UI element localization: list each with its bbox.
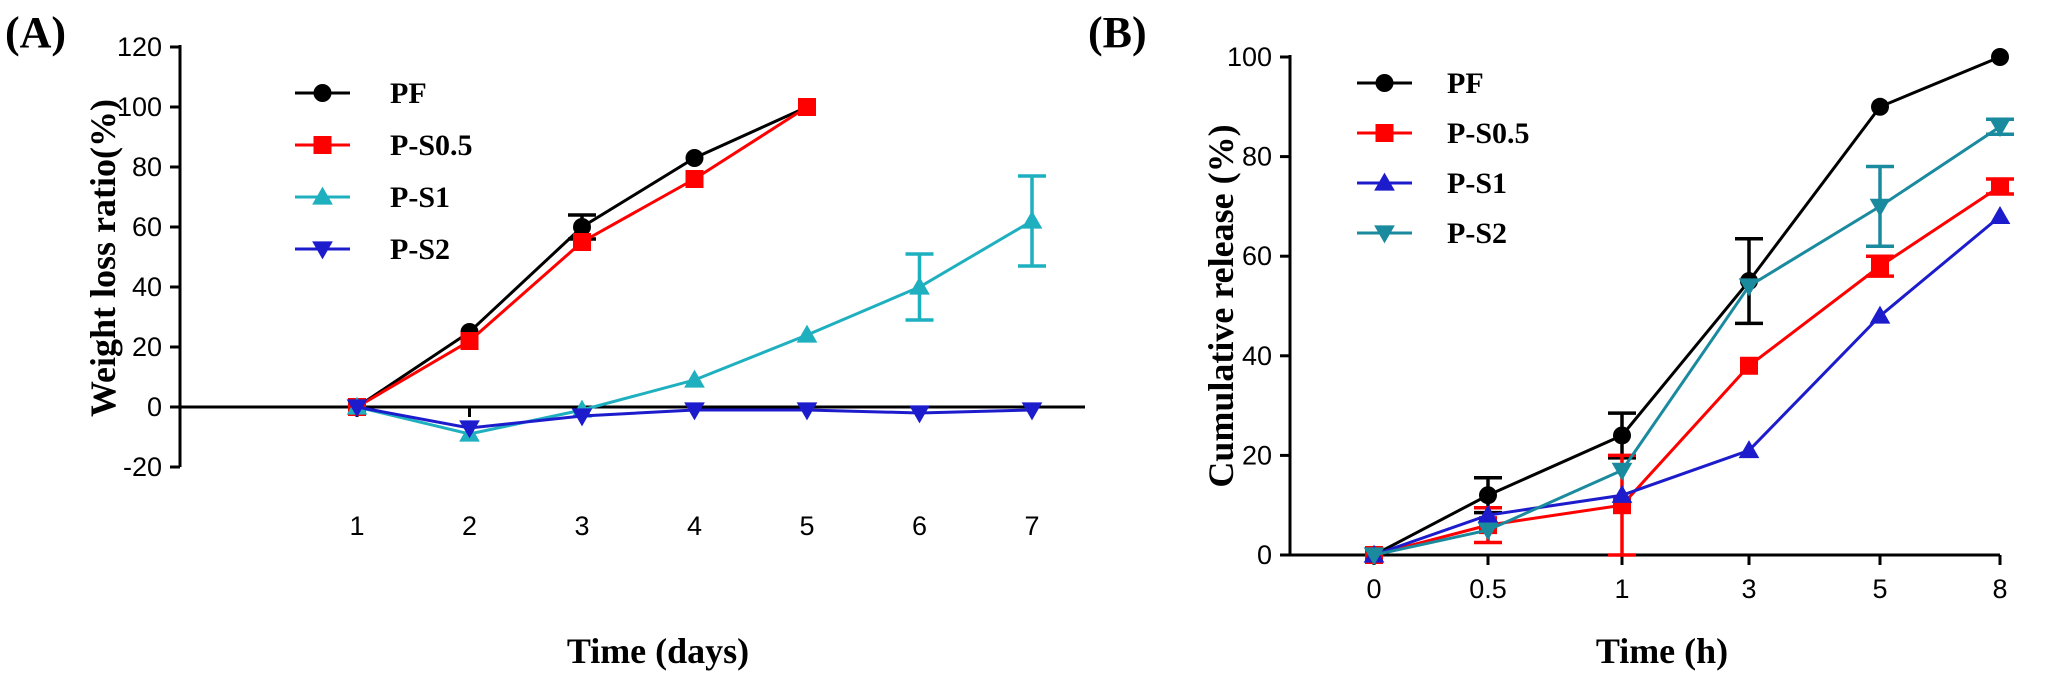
y-tick-label: 40 (132, 272, 162, 302)
legend-item: P-S1 (1357, 167, 1507, 200)
legend-label: P-S1 (1447, 167, 1507, 200)
x-tick-label: 7 (1024, 511, 1039, 541)
legend-item: P-S2 (295, 233, 450, 266)
data-point (459, 420, 480, 438)
legend-label: PF (390, 77, 427, 110)
legend-label: PF (1447, 67, 1484, 100)
x-axis-title: Time (days) (567, 631, 749, 671)
x-tick-label: 5 (1872, 574, 1887, 604)
data-point (1871, 98, 1889, 116)
data-point (1871, 257, 1889, 275)
legend-label: P-S2 (390, 233, 450, 266)
y-tick-label: -20 (123, 452, 162, 482)
series-p-s1 (347, 176, 1046, 442)
x-tick-label: 1 (349, 511, 364, 541)
y-tick-label: 0 (147, 392, 162, 422)
data-point (909, 405, 930, 423)
legend-marker (1376, 74, 1394, 92)
y-tick-label: 100 (1227, 42, 1272, 72)
data-point (1613, 426, 1631, 444)
legend-item: P-S0.5 (1357, 117, 1530, 150)
data-point (1022, 211, 1043, 229)
x-tick-label: 4 (687, 511, 702, 541)
legend-item: P-S1 (295, 181, 450, 214)
y-tick-label: 20 (1242, 440, 1272, 470)
data-point (797, 325, 818, 343)
data-point (573, 233, 591, 251)
y-tick-label: 80 (132, 152, 162, 182)
x-tick-label: 0.5 (1469, 574, 1507, 604)
y-tick-label: 100 (117, 92, 162, 122)
data-point (686, 149, 704, 167)
legend-marker (1376, 124, 1394, 142)
y-axis-title: Weight loss ratio(%) (83, 99, 123, 417)
data-point (909, 277, 930, 295)
x-tick-label: 1 (1614, 574, 1629, 604)
legend-label: P-S0.5 (1447, 117, 1530, 150)
x-tick-label: 6 (912, 511, 927, 541)
legend-item: P-S0.5 (295, 129, 473, 162)
x-tick-label: 3 (574, 511, 589, 541)
data-point (686, 170, 704, 188)
y-axis-title: Cumulative release (%) (1201, 124, 1241, 487)
x-axis-title: Time (h) (1596, 631, 1728, 671)
legend-label: P-S1 (390, 181, 450, 214)
y-tick-label: 60 (1242, 241, 1272, 271)
data-point (798, 98, 816, 116)
x-tick-label: 2 (462, 511, 477, 541)
x-tick-label: 3 (1741, 574, 1756, 604)
panel-label: (A) (5, 8, 66, 57)
y-tick-label: 40 (1242, 341, 1272, 371)
x-tick-label: 0 (1366, 574, 1381, 604)
y-tick-label: 0 (1257, 540, 1272, 570)
data-point (461, 332, 479, 350)
chart-panel-b: (B) 0 20 40 60 80 100 0 0.5 1 3 5 8 Time (h) Cumulativ… (1088, 8, 2014, 671)
legend-label: P-S2 (1447, 217, 1507, 250)
y-tick-label: 60 (132, 212, 162, 242)
data-point (1612, 463, 1633, 481)
data-point (1479, 486, 1497, 504)
data-point (1870, 199, 1891, 217)
y-tick-label: 20 (132, 332, 162, 362)
x-tick-label: 5 (799, 511, 814, 541)
legend-item: P-S2 (1357, 217, 1507, 250)
data-point (1991, 177, 2009, 195)
legend-label: P-S0.5 (390, 129, 473, 162)
series-p-s2 (347, 399, 1043, 438)
data-point (1990, 206, 2011, 224)
legend-marker (314, 136, 332, 154)
data-point (1739, 278, 1760, 296)
chart-panel-a: (A) -20 0 20 40 60 80 100 120 1 2 3 4 5 6 7 Time (days) W… (5, 8, 1085, 671)
legend-marker (314, 84, 332, 102)
y-tick-label: 120 (117, 32, 162, 62)
legend-item: PF (295, 77, 427, 110)
panel-label: (B) (1088, 8, 1147, 57)
data-point (1991, 48, 2009, 66)
y-tick-label: 80 (1242, 142, 1272, 172)
data-point (1740, 357, 1758, 375)
x-tick-label: 8 (1992, 574, 2007, 604)
legend-item: PF (1357, 67, 1484, 100)
